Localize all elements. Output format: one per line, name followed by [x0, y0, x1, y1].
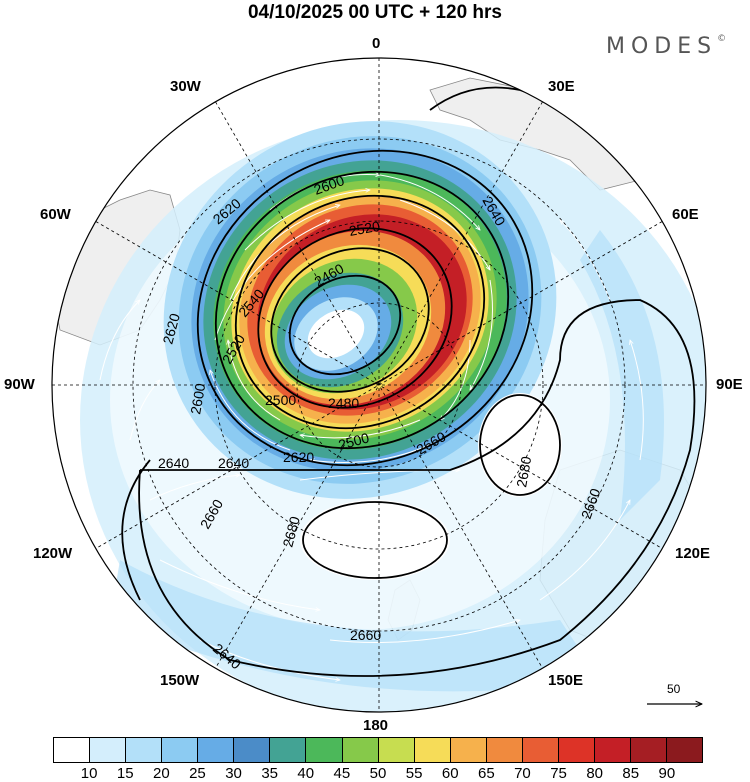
contour-label: 2480: [328, 395, 359, 411]
colorbar-bin: [342, 738, 379, 762]
colorbar-tick-label: 20: [152, 765, 170, 782]
contour-label: 2600: [187, 382, 208, 416]
colorbar-tick-label: 35: [261, 765, 278, 782]
lon-label-30e: 30E: [548, 78, 575, 95]
colorbar-labels: 10 15 20 25 30 35 40 45 50 55 60 65 70 75 80 85 90: [53, 765, 703, 782]
colorbar-bin: [270, 738, 307, 762]
lon-label-150e: 150E: [548, 672, 584, 689]
colorbar-tick-label: 10: [80, 765, 98, 782]
colorbar-tick-label: 45: [333, 765, 351, 782]
contour-label: 2680: [279, 514, 303, 548]
colorbar-tick-label: 55: [405, 765, 423, 782]
colorbar-tick-label: 30: [225, 765, 242, 782]
lon-label-0: 0: [372, 35, 381, 52]
lon-label-120e: 120E: [675, 545, 711, 562]
contour-label: 2620: [159, 311, 183, 345]
contour-label: 2500: [265, 392, 296, 408]
contour-label: 2500: [337, 429, 371, 453]
colorbar-bin: [162, 738, 199, 762]
colorbar-bin: [486, 738, 523, 762]
map-boundary: [51, 57, 707, 713]
colorbar-bin: [306, 738, 343, 762]
colorbar-bin: [522, 738, 559, 762]
colorbar-bin: [558, 738, 595, 762]
brand-logo: MODES©: [606, 34, 726, 59]
colorbar-tick-label: 65: [477, 765, 495, 782]
contour-label: 2640: [158, 455, 189, 471]
contour-label: 2660: [350, 627, 381, 643]
contour-label: 2520: [348, 218, 382, 239]
colorbar-bin: [90, 738, 127, 762]
colorbar-tick-label: 50: [369, 765, 387, 782]
map-disc: [52, 58, 706, 712]
colorbar-bin: [450, 738, 487, 762]
map-title: 04/10/2025 00 UTC + 120 hrs: [247, 2, 503, 23]
copyright-mark: ©: [717, 34, 727, 44]
colorbar-tick-label: 90: [658, 765, 676, 782]
lon-label-30w: 30W: [170, 78, 201, 95]
colorbar-tick-label: 85: [622, 765, 640, 782]
colorbar-bin: [414, 738, 451, 762]
graticule: [52, 58, 706, 712]
colorbar-bin: [594, 738, 631, 762]
lon-label-90e: 90E: [716, 376, 743, 393]
reference-vector-label: 50: [667, 682, 681, 696]
contour-label: 2640: [218, 455, 249, 471]
lon-label-180: 180: [363, 717, 389, 734]
colorbar-tick-label: 80: [586, 765, 603, 782]
colorbar-tick-label: 70: [514, 765, 531, 782]
colorbar-bin: [126, 738, 163, 762]
lon-label-120w: 120W: [33, 545, 73, 562]
colorbar-bin: [378, 738, 415, 762]
lon-label-90w: 90W: [4, 376, 35, 393]
colorbar-bin: [234, 738, 271, 762]
colorbar-bin: [198, 738, 235, 762]
colorbar-tick-label: 75: [550, 765, 567, 782]
contour-labels: 2460 2480 2500 2500 2520 2520 2540 2600 …: [158, 172, 604, 672]
contour-label: 2680: [513, 455, 534, 489]
contour-label: 2620: [283, 449, 314, 465]
colorbar-bin: [631, 738, 668, 762]
colorbar: [53, 737, 703, 763]
colorbar-bin: [54, 738, 91, 762]
colorbar-tick-label: 25: [189, 765, 206, 782]
colorbar-tick-label: 15: [116, 765, 134, 782]
lon-label-60w: 60W: [40, 206, 71, 223]
lon-label-150w: 150W: [160, 672, 200, 689]
brand-text: MODES: [606, 34, 718, 59]
colorbar-tick-label: 60: [441, 765, 459, 782]
lon-label-60e: 60E: [672, 206, 699, 223]
colorbar-tick-label: 40: [297, 765, 315, 782]
colorbar-bin: [667, 738, 703, 762]
